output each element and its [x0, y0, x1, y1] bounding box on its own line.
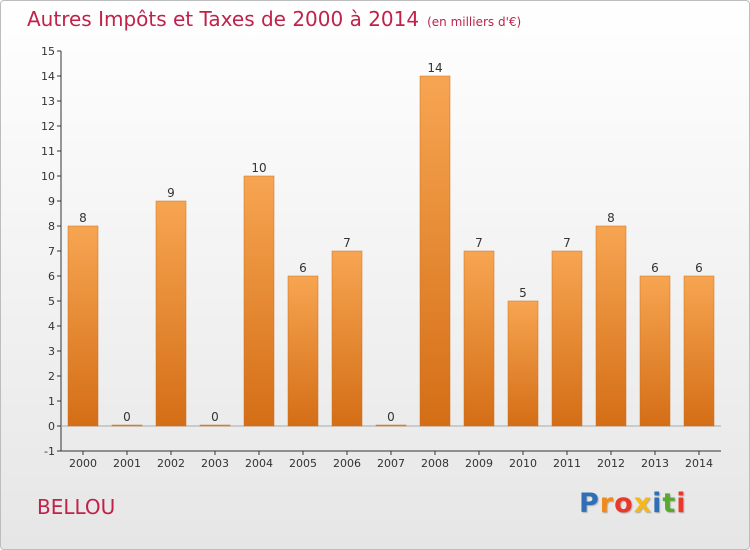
bar-2006	[331, 250, 363, 427]
x-tick-label-2001: 2001	[113, 457, 141, 470]
bar-2011	[551, 250, 583, 427]
y-tick-label: 0	[48, 420, 55, 433]
data-label-2004: 10	[251, 161, 266, 175]
bar-2003	[199, 424, 231, 427]
x-tick-label-2007: 2007	[377, 457, 405, 470]
y-tick-label: 15	[41, 45, 55, 58]
chart-subtitle: (en milliers d'€)	[427, 15, 522, 29]
bar-2002	[155, 200, 187, 427]
x-tick-label-2008: 2008	[421, 457, 449, 470]
x-tick-label-2004: 2004	[245, 457, 273, 470]
y-tick-label: 4	[48, 320, 55, 333]
y-tick-label: 2	[48, 370, 55, 383]
logo-letter: o	[614, 488, 634, 519]
x-tick-label-2006: 2006	[333, 457, 361, 470]
logo-letter: i	[652, 488, 663, 519]
chart-title: Autres Impôts et Taxes de 2000 à 2014 (en…	[27, 7, 521, 31]
bar-2004	[243, 175, 275, 427]
x-tick-label-2010: 2010	[509, 457, 537, 470]
logo-letter: x	[633, 488, 653, 519]
x-tick-label-2002: 2002	[157, 457, 185, 470]
logo-letter: P	[579, 488, 600, 519]
logo-letter: t	[662, 488, 677, 519]
y-tick-label: 3	[48, 345, 55, 358]
data-label-2007: 0	[387, 410, 395, 424]
x-tick-label-2009: 2009	[465, 457, 493, 470]
data-label-2002: 9	[167, 186, 175, 200]
logo-letter: r	[599, 488, 615, 519]
data-label-2012: 8	[607, 211, 615, 225]
y-tick-label: 7	[48, 245, 55, 258]
data-label-2009: 7	[475, 236, 483, 250]
y-tick-label: 8	[48, 220, 55, 233]
data-label-2003: 0	[211, 410, 219, 424]
data-label-2001: 0	[123, 410, 131, 424]
y-tick-label: 6	[48, 270, 55, 283]
x-tick-label-2003: 2003	[201, 457, 229, 470]
data-label-2006: 7	[343, 236, 351, 250]
bar-2009	[463, 250, 495, 427]
y-tick-label: 11	[41, 145, 55, 158]
data-label-2000: 8	[79, 211, 87, 225]
data-label-2010: 5	[519, 286, 527, 300]
y-tick-label: 9	[48, 195, 55, 208]
y-tick-label: 5	[48, 295, 55, 308]
data-label-2013: 6	[651, 261, 659, 275]
bar-2008	[419, 75, 451, 427]
bar-2001	[111, 424, 143, 427]
bar-2007	[375, 424, 407, 427]
bar-2000	[67, 225, 99, 427]
bar-2005	[287, 275, 319, 427]
x-tick-label-2011: 2011	[553, 457, 581, 470]
bar-2014	[683, 275, 715, 427]
commune-name: BELLOU	[37, 495, 116, 519]
bar-2013	[639, 275, 671, 427]
data-label-2008: 14	[427, 61, 442, 75]
x-tick-label-2000: 2000	[69, 457, 97, 470]
y-tick-label: 1	[48, 395, 55, 408]
y-tick-label: 13	[41, 95, 55, 108]
bar-2010	[507, 300, 539, 427]
logo-letter: i	[676, 488, 687, 519]
data-label-2014: 6	[695, 261, 703, 275]
x-tick-label-2014: 2014	[685, 457, 713, 470]
data-label-2011: 7	[563, 236, 571, 250]
y-tick-label: 12	[41, 120, 55, 133]
x-tick-label-2013: 2013	[641, 457, 669, 470]
x-tick-label-2005: 2005	[289, 457, 317, 470]
x-tick-label-2012: 2012	[597, 457, 625, 470]
bar-2012	[595, 225, 627, 427]
y-tick-label: 10	[41, 170, 55, 183]
proxiti-logo: Proxiti	[579, 488, 687, 519]
data-label-2005: 6	[299, 261, 307, 275]
chart-title-text: Autres Impôts et Taxes de 2000 à 2014	[27, 7, 420, 31]
y-tick-label: 14	[41, 70, 55, 83]
y-tick-label: -1	[44, 445, 55, 458]
